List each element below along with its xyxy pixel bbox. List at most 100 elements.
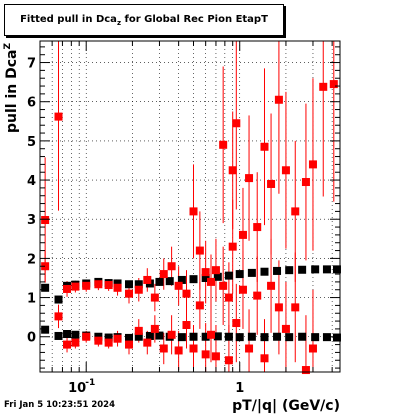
black-marker: [213, 272, 222, 281]
black-marker: [260, 267, 269, 276]
y-tick-label: 3: [27, 213, 36, 228]
chart-title-main: Fitted pull in Dca: [20, 13, 117, 25]
black-marker: [41, 283, 50, 292]
black-marker: [332, 333, 341, 342]
x-axis-title: pT/|q| (GeV/c): [232, 398, 340, 414]
red-marker: [113, 334, 122, 343]
red-marker: [281, 324, 290, 333]
red-marker: [301, 178, 310, 187]
red-marker: [267, 179, 276, 188]
red-marker: [71, 282, 80, 291]
black-marker: [155, 331, 164, 340]
black-marker: [273, 266, 282, 275]
y-axis-title: pull in DcaZ: [3, 43, 20, 133]
y-axis-title-main: pull in Dca: [4, 50, 20, 133]
red-marker: [167, 262, 176, 271]
black-marker: [332, 265, 341, 274]
y-tick-label: 2: [27, 252, 36, 267]
chart-title-subscript: z: [116, 18, 122, 27]
red-marker: [159, 344, 168, 353]
red-marker: [201, 268, 210, 277]
red-marker: [219, 281, 228, 290]
black-marker: [213, 332, 222, 341]
black-marker: [41, 325, 50, 334]
black-marker: [285, 266, 294, 275]
y-tick-label: 1: [27, 292, 36, 307]
black-marker: [322, 265, 331, 274]
y-tick-label: 6: [27, 96, 36, 111]
black-marker: [201, 273, 210, 282]
black-marker: [54, 331, 63, 340]
red-marker: [104, 338, 113, 347]
black-marker: [104, 333, 113, 342]
y-tick-label: 7: [27, 57, 36, 72]
black-marker: [177, 333, 186, 342]
red-marker: [71, 338, 80, 347]
black-marker: [201, 332, 210, 341]
red-marker: [167, 330, 176, 339]
red-marker: [232, 319, 241, 328]
red-marker: [63, 340, 72, 349]
black-marker: [285, 333, 294, 342]
red-marker: [94, 280, 103, 289]
red-marker: [182, 320, 191, 329]
plot-frame: [39, 40, 341, 373]
black-marker: [311, 265, 320, 274]
black-marker: [125, 280, 134, 289]
red-marker: [104, 281, 113, 290]
y-tick-label: 4: [27, 174, 36, 189]
chart-title-box: Fitted pull in Dcaz for Global Rec Pion …: [4, 4, 284, 36]
red-marker: [150, 324, 159, 333]
red-marker: [274, 95, 283, 104]
tick-layer: [39, 41, 340, 372]
red-marker: [82, 332, 91, 341]
black-marker: [298, 332, 307, 341]
red-marker: [189, 207, 198, 216]
red-marker: [291, 303, 300, 312]
black-marker: [322, 333, 331, 342]
red-marker: [150, 293, 159, 302]
timestamp: Fri Jan 5 10:23:51 2024: [4, 400, 116, 410]
red-marker: [211, 266, 220, 275]
red-marker: [207, 330, 216, 339]
red-marker: [195, 246, 204, 255]
chart-title-rest: for Global Rec Pion EtapT: [121, 13, 268, 25]
red-marker: [41, 216, 50, 225]
black-marker: [247, 332, 256, 341]
x-tick-label-exponent: -1: [85, 378, 95, 388]
black-marker: [260, 333, 269, 342]
red-marker: [224, 293, 233, 302]
red-marker: [143, 275, 152, 284]
black-marker: [235, 270, 244, 279]
red-marker: [245, 174, 254, 183]
red-marker: [125, 289, 134, 298]
red-marker: [125, 340, 134, 349]
red-marker: [253, 223, 262, 232]
x-tick-label: 10: [68, 381, 86, 396]
marker-layer: [41, 80, 341, 375]
red-marker: [41, 262, 50, 271]
black-marker: [63, 330, 72, 339]
black-marker: [54, 295, 63, 304]
black-marker: [145, 331, 154, 340]
black-marker: [247, 268, 256, 277]
error-bar-layer: [42, 41, 340, 372]
red-marker: [195, 301, 204, 310]
red-marker: [207, 277, 216, 286]
red-marker: [159, 270, 168, 279]
red-marker: [238, 285, 247, 294]
red-marker: [267, 281, 276, 290]
chart-title: Fitted pull in Dcaz for Global Rec Pion …: [20, 14, 268, 27]
red-marker: [238, 230, 247, 239]
red-marker: [174, 281, 183, 290]
red-marker: [260, 354, 269, 363]
red-marker: [224, 356, 233, 365]
black-marker: [134, 332, 143, 341]
red-marker: [253, 291, 262, 300]
y-tick-label: 5: [27, 135, 36, 150]
red-marker: [308, 160, 317, 169]
red-marker: [113, 283, 122, 292]
black-marker: [224, 332, 233, 341]
black-marker: [113, 279, 122, 288]
black-marker: [71, 330, 80, 339]
